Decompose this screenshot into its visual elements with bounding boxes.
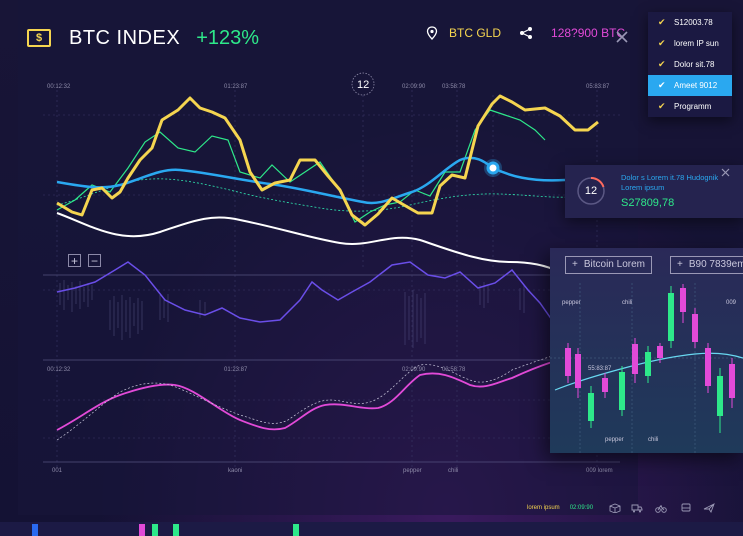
timestamp-label: 01:23:87 [224, 84, 248, 90]
timestamp-label: 00:12:32 [47, 84, 71, 90]
timestamp-label: 01:23:87 [224, 367, 248, 373]
timestamp-label: 03:58:78 [442, 84, 466, 90]
timestamp-label: 05:83:87 [586, 84, 610, 90]
dropdown-item-label: lorem IP sun [674, 39, 719, 48]
magenta-series-line [56, 361, 553, 431]
candlestick-chart: pepper chili 009 55:83:87 pepper chili [550, 283, 743, 453]
yellow-series-line [56, 94, 599, 227]
marker-label: 12 [357, 79, 369, 91]
plane-icon[interactable] [703, 503, 715, 513]
dropdown-item[interactable]: ✔ lorem IP sun [648, 33, 732, 54]
highlight-point[interactable] [486, 161, 500, 175]
ring-value: 12 [584, 185, 598, 197]
tab-label: Bitcoin Lorem [583, 259, 645, 270]
check-icon: ✔ [658, 17, 666, 27]
dropdown-item-label: S12003.78 [674, 18, 713, 27]
footer-legend: lorem ipsum 02:09:90 [527, 505, 593, 511]
tab-b90[interactable]: + B90 7839em [670, 256, 743, 274]
legend-green: 02:09:90 [569, 505, 594, 511]
dropdown-item[interactable]: ✔ Dolor sit.78 [648, 54, 732, 75]
plus-icon: + [677, 259, 683, 270]
blue-series-line [56, 156, 566, 205]
card-description: Dolor s Lorem it.78 Hudognik Lorem ipsum [621, 173, 719, 192]
share-icon[interactable] [519, 26, 533, 40]
volume-bars [59, 280, 525, 348]
bus-icon[interactable] [680, 503, 692, 513]
location-pin-icon[interactable] [425, 26, 439, 40]
panel-label: pepper [605, 437, 624, 443]
check-icon: ✔ [658, 38, 666, 48]
axis-label: pepper [403, 468, 422, 474]
box-icon[interactable] [609, 503, 621, 513]
dropdown-item[interactable]: ✔ S12003.78 [648, 12, 732, 33]
series-dropdown: ✔ S12003.78 ✔ lorem IP sun ✔ Dolor sit.78 ✔… [648, 12, 732, 117]
dollar-icon: $ [27, 29, 51, 47]
check-icon: ✔ [658, 101, 666, 111]
timestamp-label: 00:12:32 [47, 367, 71, 373]
dropdown-item-label: Dolor sit.78 [674, 60, 715, 69]
progress-ring [577, 176, 605, 205]
header-info: BTC GLD 128?900 BTC [425, 26, 625, 40]
plus-icon: + [572, 259, 578, 270]
main-panel [18, 0, 638, 515]
timestamp-label: 03:58:78 [442, 367, 466, 373]
close-icon[interactable] [721, 168, 730, 177]
axis-label: 001 [52, 468, 63, 474]
axis-label: chili [448, 468, 458, 474]
page-title: BTC INDEX [69, 26, 181, 49]
axis-label: kaoni [228, 468, 242, 474]
truck-icon[interactable] [631, 503, 643, 513]
dropdown-item[interactable]: ✔ Programm [648, 96, 732, 117]
axis-label: 009 lorem [586, 468, 613, 474]
candlestick-panel: + Bitcoin Lorem + B90 7839em pepper chili … [550, 248, 743, 453]
header: $ BTC INDEX +123% [27, 18, 259, 58]
magenta-dashed-line [56, 355, 553, 441]
white-trend-line [56, 212, 561, 273]
panel-label: pepper [562, 300, 581, 306]
panel-label: 009 [726, 300, 737, 306]
dropdown-item-active[interactable]: ✔ Ameet 9012 [648, 75, 732, 96]
check-icon: ✔ [658, 59, 666, 69]
close-icon[interactable] [615, 30, 629, 44]
panel-label: chili [648, 437, 658, 443]
candles [565, 284, 735, 433]
gold-label: BTC GLD [449, 26, 502, 40]
btc-value: 128?900 BTC [551, 26, 626, 40]
zoom-in-button[interactable]: + [68, 254, 81, 267]
change-percent: +123% [196, 26, 260, 49]
panel-label: 55:83:87 [588, 366, 612, 372]
grid [43, 90, 620, 470]
info-card: 12 Dolor s Lorem it.78 Hudognik Lorem ip… [565, 165, 743, 218]
marker-circle[interactable] [351, 72, 375, 96]
green-series-line [56, 109, 546, 223]
dropdown-item-label: Programm [674, 102, 712, 111]
zoom-out-button[interactable]: − [88, 254, 101, 267]
dropdown-item-label: Ameet 9012 [674, 81, 718, 90]
timestamp-label: 02:09:90 [402, 84, 426, 90]
bike-icon[interactable] [655, 503, 667, 513]
legend-yellow: lorem ipsum [527, 505, 560, 511]
teal-dashed-line [56, 178, 571, 212]
timestamp-label: 02:09:90 [402, 367, 426, 373]
tab-bitcoin[interactable]: + Bitcoin Lorem [565, 256, 652, 274]
check-icon: ✔ [658, 80, 666, 90]
tab-label: B90 7839em [688, 259, 743, 270]
bottom-strip [0, 522, 743, 536]
panel-label: chili [622, 300, 632, 306]
purple-series-line [56, 261, 553, 323]
card-value: S27809,78 [621, 197, 675, 209]
